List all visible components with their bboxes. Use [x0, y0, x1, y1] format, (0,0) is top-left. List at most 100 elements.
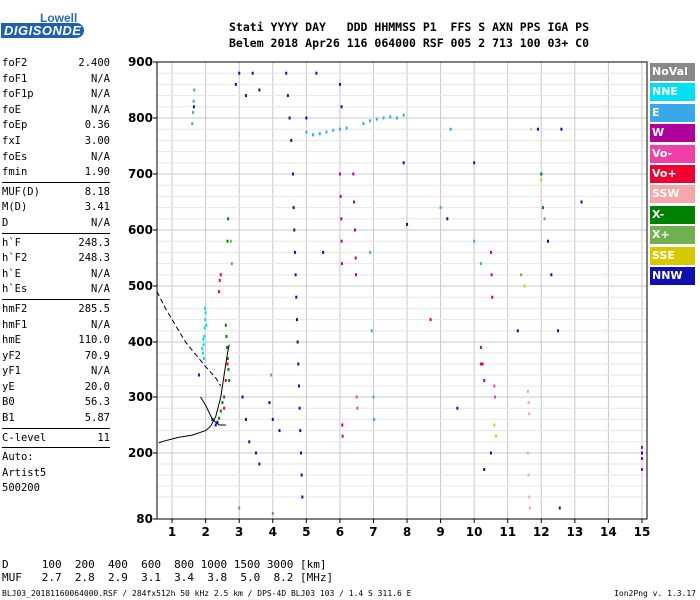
data-point-e — [389, 115, 392, 119]
auto-label: Auto: — [2, 451, 34, 464]
distance-muf-table: D 100 200 400 600 800 1000 1500 3000 [km… — [2, 558, 333, 584]
data-point-x- — [270, 373, 273, 377]
header-fields: Stati YYYY DAY DDD HHMMSS P1 FFS S AXN P… — [229, 20, 590, 34]
data-point-x- — [543, 217, 546, 221]
data-point-nnw — [244, 94, 247, 98]
x-tick-label: 11 — [499, 525, 516, 539]
data-point-sse — [540, 178, 543, 182]
param-value: N/A — [91, 150, 110, 163]
divider — [2, 298, 110, 300]
param-value: N/A — [91, 72, 110, 85]
data-point-nnw — [292, 206, 295, 210]
param-row-h-f: h`F 248.3 — [2, 236, 110, 252]
data-point-x- — [230, 262, 233, 266]
param-value: N/A — [91, 283, 110, 296]
data-point-nnw — [305, 116, 308, 120]
param-row-c-level: C-level 11 — [2, 431, 110, 447]
param-name: foEs — [2, 150, 28, 163]
data-point-nnw — [536, 127, 539, 131]
data-point-w — [490, 273, 493, 277]
data-point-x- — [225, 334, 228, 338]
data-point-nnw — [244, 417, 247, 421]
data-point-vo- — [356, 406, 359, 410]
data-point-vo- — [223, 406, 226, 410]
file-info-footer: BLJ03_20181160064000.RSF / 284fx512h 50 … — [2, 589, 412, 598]
data-point-nnw — [299, 451, 302, 455]
chart-axes — [153, 61, 648, 523]
data-point-nnw — [248, 440, 251, 444]
param-value: 56.3 — [84, 396, 110, 409]
divider — [2, 447, 110, 449]
data-point-vo- — [479, 362, 482, 366]
data-point-vo- — [355, 395, 358, 399]
param-row-ye: yE 20.0 — [2, 380, 110, 396]
legend-item-sse: SSE — [650, 246, 695, 265]
data-point-e — [325, 130, 328, 134]
data-point-w — [341, 423, 344, 427]
param-name: hmF2 — [2, 302, 28, 315]
param-name: foE — [2, 103, 21, 116]
data-point-vo- — [493, 384, 496, 388]
data-point-nne — [204, 311, 207, 315]
data-point-vo- — [218, 290, 221, 294]
param-name: foF1p — [2, 88, 34, 101]
data-point-nnw — [446, 217, 449, 221]
data-point-x- — [226, 239, 229, 243]
data-point-nnw — [251, 71, 254, 75]
data-point-e — [372, 395, 375, 399]
legend-item-x-: X+ — [650, 226, 695, 245]
data-point-ssw — [528, 495, 531, 499]
x-tick-label: 7 — [369, 525, 377, 539]
param-value: 285.5 — [78, 302, 110, 315]
data-point-nne — [202, 343, 205, 347]
data-point-e — [338, 127, 341, 131]
data-point-w — [354, 228, 357, 232]
data-point-nnw — [258, 88, 261, 92]
data-point-x- — [226, 346, 229, 349]
data-point-nne — [202, 337, 205, 341]
data-point-e — [473, 239, 476, 243]
param-value: N/A — [91, 318, 110, 331]
param-row-yf2: yF2 70.9 — [2, 349, 110, 365]
data-point-w — [489, 250, 492, 254]
data-point-w — [355, 273, 358, 277]
distance-row: D 100 200 400 600 800 1000 1500 3000 [km… — [2, 558, 327, 571]
data-point-e — [191, 110, 194, 114]
data-point-nnw — [255, 451, 258, 455]
data-point-nnw — [301, 495, 304, 499]
data-point-nnw — [288, 116, 291, 120]
data-point-nnw — [241, 395, 244, 399]
data-point-nnw — [516, 329, 519, 333]
param-value: 5.87 — [84, 412, 110, 425]
param-row-hme: hmE 110.0 — [2, 333, 110, 349]
data-point-w — [338, 172, 341, 176]
data-point-nnw — [216, 420, 219, 424]
data-point-nne — [203, 306, 206, 310]
muf-row: MUF 2.7 2.8 2.9 3.1 3.4 3.8 5.0 8.2 [MHz… — [2, 571, 334, 584]
legend-item-nne: NNE — [650, 83, 695, 102]
param-value: 70.9 — [84, 349, 110, 362]
y-tick-label: 300 — [128, 390, 153, 404]
data-point-nnw — [238, 71, 241, 75]
x-tick-label: 14 — [600, 525, 617, 539]
divider — [2, 181, 110, 183]
param-name: h`F2 — [2, 252, 28, 265]
x-tick-label: 8 — [403, 525, 411, 539]
data-point-e — [479, 262, 482, 266]
data-point-e — [193, 88, 196, 92]
data-point-nnw — [340, 105, 343, 109]
data-point-w — [339, 194, 342, 198]
param-row-b0: B0 56.3 — [2, 395, 110, 411]
digisonde-logo-text: DIGISONDE — [1, 23, 85, 38]
param-row-muf-d-: MUF(D) 8.18 — [2, 185, 110, 201]
y-tick-label: 900 — [128, 55, 153, 69]
data-point-e — [449, 127, 452, 131]
polarization-legend: NoVal NNE E W Vo- Vo+ SSW X- X+ SSE NNW — [650, 63, 695, 287]
y-tick-label: 80 — [136, 512, 153, 526]
data-point-ssw — [526, 451, 529, 455]
data-point-ssw — [527, 473, 530, 477]
param-name: MUF(D) — [2, 185, 40, 198]
chart-curves — [156, 291, 230, 444]
data-point-nnw — [297, 384, 300, 388]
